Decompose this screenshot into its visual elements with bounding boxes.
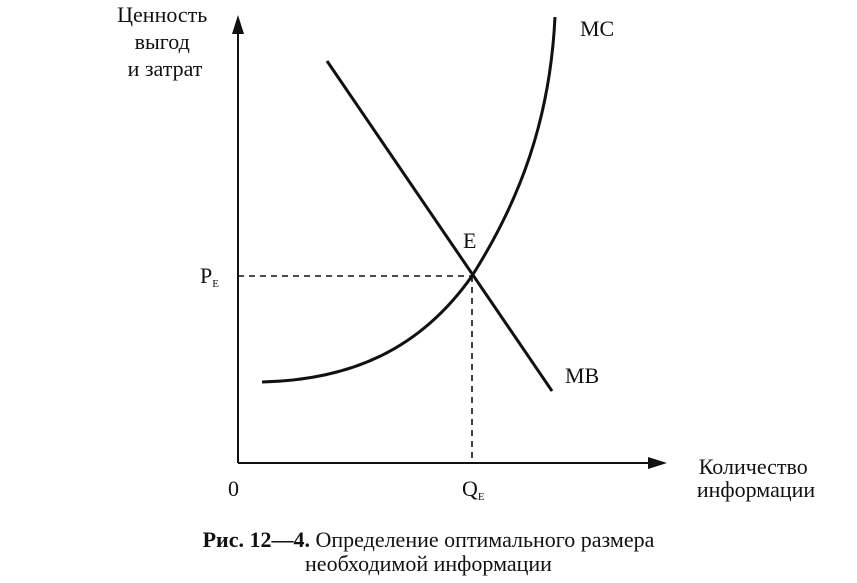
caption-title-line-1: Определение оптимального размера [315,527,655,552]
quantity-label-main: Q [462,476,478,501]
x-axis-label-line: Количество [699,454,808,479]
quantity-label-subscript: E [478,491,485,503]
price-label-subscript: E [212,278,219,290]
mc-label: MC [580,16,614,41]
x-axis-label-line: информации [697,477,816,502]
y-axis-label-line: Ценность [117,2,207,27]
y-axis-label-line: выгод [135,29,190,54]
price-label: PE [200,263,219,290]
y-axis-arrow [232,15,244,34]
caption-prefix: Рис. 12—4. [202,527,310,552]
mb-curve [325,60,554,392]
x-axis-label: Количество информации [697,454,816,502]
diagram-svg: Ценность выгод и затрат Количество инфор… [117,2,816,503]
mb-label: MB [565,363,599,388]
price-label-main: P [200,263,212,288]
figure-caption: Рис. 12—4. Определение оптимального разм… [0,528,857,576]
caption-line-1: Рис. 12—4. Определение оптимального разм… [0,528,857,552]
quantity-label: QE [462,476,485,503]
x-axis-arrow [648,457,667,469]
y-axis-label-line: и затрат [128,56,203,81]
origin-label: 0 [228,476,239,501]
caption-line-2: необходимой информации [305,551,552,576]
mc-curve [261,16,557,384]
y-axis-label: Ценность выгод и затрат [117,2,213,81]
equilibrium-label: E [463,228,476,253]
